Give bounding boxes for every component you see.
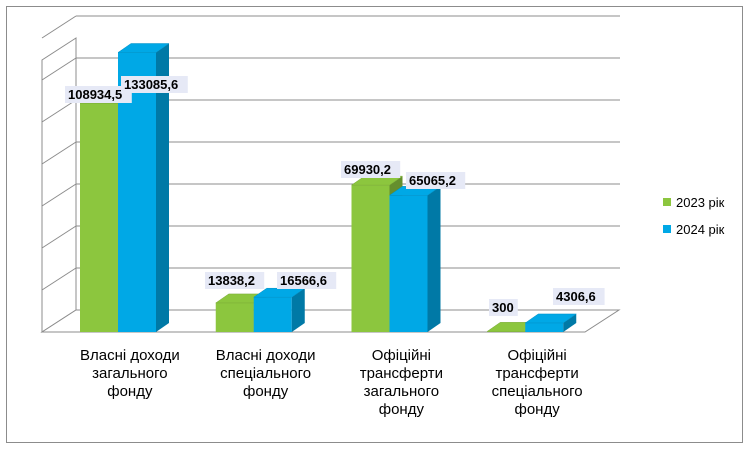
category-label: Власні доходи загального фонду — [80, 347, 180, 400]
data-label: 69930,2 — [341, 161, 401, 178]
chart-legend: 2023 рік 2024 рік — [663, 195, 725, 237]
data-label: 65065,2 — [406, 172, 466, 189]
data-label-box — [121, 76, 188, 93]
bar-front — [215, 302, 254, 332]
chart-walls — [40, 37, 621, 333]
category-label: Власні доходи спеціального фонду — [216, 347, 316, 400]
data-label-box — [65, 86, 132, 103]
gridline-side — [41, 141, 77, 165]
legend-swatch — [663, 225, 671, 233]
data-label-text: 16566,6 — [280, 273, 327, 288]
data-label-box — [277, 272, 337, 289]
gridline-side — [41, 225, 77, 249]
data-label: 108934,5 — [65, 86, 132, 103]
legend-label: 2024 рік — [676, 222, 725, 237]
data-label: 16566,6 — [277, 272, 337, 289]
bar-side — [563, 313, 577, 332]
bar-front — [351, 185, 390, 332]
bar-front — [525, 322, 564, 332]
chart-bars — [79, 43, 578, 333]
bar — [524, 313, 578, 332]
category-label: Офіційні трансферти загального фонду — [360, 347, 443, 418]
data-label: 4306,6 — [553, 288, 605, 305]
data-label-text: 4306,6 — [556, 289, 596, 304]
legend-item: 2024 рік — [663, 222, 725, 237]
data-label: 300 — [489, 299, 518, 316]
gridline-side — [41, 267, 77, 291]
data-label-text: 300 — [492, 300, 514, 315]
bar-front — [487, 331, 526, 332]
bar-side — [291, 288, 305, 332]
bar-side — [156, 43, 169, 333]
data-label-text: 108934,5 — [68, 87, 122, 102]
category-label: Офіційні трансферти спеціального фонду — [492, 347, 583, 418]
data-label: 133085,6 — [121, 76, 188, 93]
bar — [252, 287, 306, 332]
bar-front — [253, 297, 292, 332]
data-label-box — [406, 172, 466, 189]
gridline-side — [41, 183, 77, 207]
bar-top — [350, 175, 404, 186]
data-label-box — [341, 161, 401, 178]
legend-item: 2023 рік — [663, 195, 725, 210]
bar-top — [117, 43, 170, 53]
chart-category-labels: Власні доходи загального фонду Власні доход… — [80, 347, 583, 418]
side-wall — [41, 37, 77, 333]
bar-front — [389, 195, 428, 332]
legend-label: 2023 рік — [676, 195, 725, 210]
data-label: 13838,2 — [205, 272, 265, 289]
bar-top — [524, 313, 578, 324]
bar — [388, 186, 442, 332]
bar-front — [80, 103, 118, 332]
data-label-text: 65065,2 — [409, 173, 456, 188]
bar-side — [427, 186, 441, 332]
data-label-text: 13838,2 — [208, 273, 255, 288]
data-label-text: 69930,2 — [344, 162, 391, 177]
data-label-box — [489, 299, 518, 316]
gridline-side — [41, 57, 77, 81]
data-label-box — [553, 288, 605, 305]
legend-swatch — [663, 198, 671, 206]
gridline-side — [41, 15, 77, 39]
data-label-box — [205, 272, 265, 289]
gridline-side — [41, 99, 77, 123]
data-label-text: 133085,6 — [124, 77, 178, 92]
